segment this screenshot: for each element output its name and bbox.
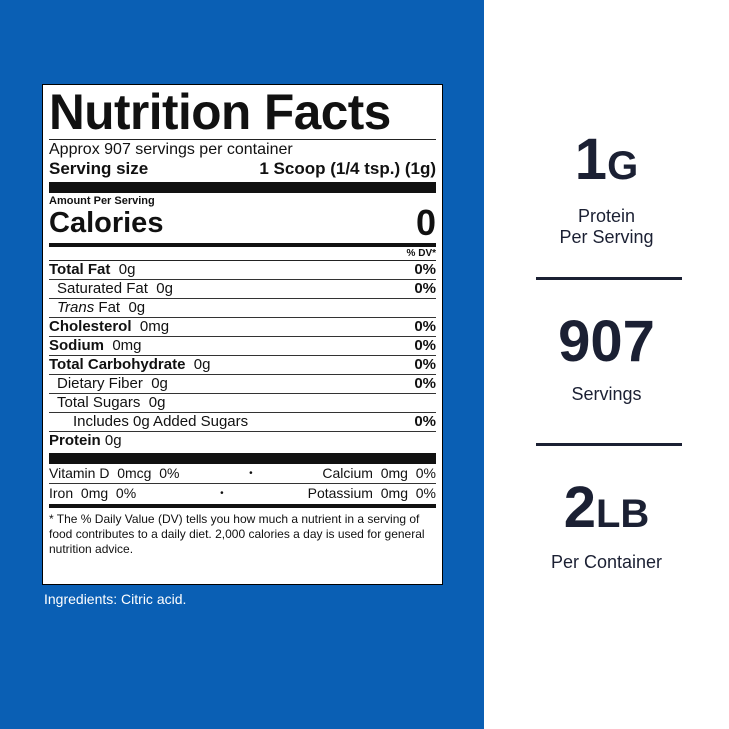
bullet: • bbox=[220, 488, 224, 499]
nutrient-name: Trans bbox=[57, 299, 95, 316]
stat-unit: G bbox=[607, 144, 639, 188]
nutrient-row-saturated-fat: Saturated Fat 0g 0% bbox=[49, 280, 436, 299]
nutrient-amount: 0g bbox=[118, 261, 136, 278]
stat-caption: Servings bbox=[571, 384, 642, 404]
nutrient-name: Dietary Fiber bbox=[57, 375, 143, 392]
nutrient-dv: 0% bbox=[414, 261, 436, 278]
bullet: • bbox=[249, 468, 253, 479]
label-title: Nutrition Facts bbox=[49, 84, 391, 140]
stat-protein-value: 1G bbox=[484, 130, 729, 196]
stat-number: 2 bbox=[563, 475, 596, 540]
stat-caption: Per Serving bbox=[559, 227, 654, 247]
stat-container-value: 2LB bbox=[484, 478, 729, 544]
nutrient-name: Total Carbohydrate bbox=[49, 356, 186, 373]
nutrient-amount: 0g bbox=[156, 280, 173, 297]
potassium-value: Potassium 0mg 0% bbox=[307, 485, 436, 501]
vitamin-row-1: Vitamin D 0mcg 0% • Calcium 0mg 0% bbox=[49, 464, 436, 484]
nutrient-name: Total Fat bbox=[49, 261, 111, 278]
nutrient-row-cholesterol: Cholesterol 0mg 0% bbox=[49, 318, 436, 337]
serving-size-row: Serving size 1 Scoop (1/4 tsp.) (1g) bbox=[49, 159, 436, 179]
stat-servings-value: 907 bbox=[484, 312, 729, 378]
medium-rule bbox=[49, 504, 436, 508]
nutrient-name: Total Sugars bbox=[57, 394, 141, 411]
nutrient-amount: 0g bbox=[193, 356, 211, 373]
nutrient-row-sodium: Sodium 0mg 0% bbox=[49, 337, 436, 356]
calories-row: Calories 0 bbox=[49, 202, 436, 243]
nutrient-amount: 0g bbox=[151, 375, 168, 392]
rule bbox=[49, 260, 436, 261]
stat-protein: 1G Protein Per Serving bbox=[484, 130, 729, 248]
stat-unit: LB bbox=[595, 492, 650, 536]
calories-value: 0 bbox=[415, 202, 436, 243]
nutrient-amount: 0g bbox=[104, 432, 122, 449]
thick-rule bbox=[49, 182, 436, 193]
nutrient-dv: 0% bbox=[414, 375, 436, 392]
nutrient-dv: 0% bbox=[414, 337, 436, 354]
nutrient-row-total-fat: Total Fat 0g 0% bbox=[49, 261, 436, 280]
nutrition-facts-label: Nutrition Facts Approx 907 servings per … bbox=[42, 84, 443, 585]
calcium-value: Calcium 0mg 0% bbox=[322, 465, 436, 481]
dv-footnote: * The % Daily Value (DV) tells you how m… bbox=[49, 512, 425, 556]
stat-caption: Protein bbox=[577, 206, 636, 226]
nutrient-amount: 0mg bbox=[112, 337, 142, 354]
nutrient-row-added-sugars: Includes 0g Added Sugars 0% bbox=[49, 413, 436, 432]
nutrient-row-dietary-fiber: Dietary Fiber 0g 0% bbox=[49, 375, 436, 394]
amount-per-serving: Amount Per Serving bbox=[49, 195, 155, 207]
nutrient-dv: 0% bbox=[414, 280, 436, 297]
nutrient-amount: 0g bbox=[128, 299, 146, 316]
nutrient-amount: 0g bbox=[148, 394, 166, 411]
ingredients-text: Ingredients: Citric acid. bbox=[44, 591, 187, 607]
nutrient-dv: 0% bbox=[414, 318, 436, 335]
serving-size-value: 1 Scoop (1/4 tsp.) (1g) bbox=[259, 159, 436, 178]
vitamin-row-2: Iron 0mg 0% • Potassium 0mg 0% bbox=[49, 484, 436, 503]
nutrient-row-total-sugars: Total Sugars 0g bbox=[49, 394, 436, 413]
rule bbox=[49, 139, 436, 140]
nutrient-name: Saturated Fat bbox=[57, 280, 148, 297]
stats-panel: 1G Protein Per Serving 907 Servings 2LB … bbox=[484, 0, 729, 729]
stat-number: 1 bbox=[574, 127, 608, 192]
nutrient-row-total-carbohydrate: Total Carbohydrate 0g 0% bbox=[49, 356, 436, 375]
divider bbox=[536, 277, 682, 280]
nutrient-name: Cholesterol bbox=[49, 318, 132, 335]
servings-per-container: Approx 907 servings per container bbox=[49, 141, 293, 158]
stat-number: 907 bbox=[558, 309, 655, 374]
stat-servings: 907 Servings bbox=[484, 312, 729, 405]
nutrient-amount: 0mg bbox=[139, 318, 170, 335]
medium-rule bbox=[49, 243, 436, 247]
nutrient-name: Includes 0g Added Sugars bbox=[73, 413, 249, 430]
divider bbox=[536, 443, 682, 446]
dv-header: % DV* bbox=[406, 248, 436, 259]
stat-container: 2LB Per Container bbox=[484, 478, 729, 573]
stat-caption: Per Container bbox=[550, 552, 663, 572]
calories-label: Calories bbox=[49, 207, 164, 239]
nutrient-name-rest: Fat bbox=[98, 299, 121, 316]
nutrient-dv: 0% bbox=[414, 413, 436, 430]
nutrient-name: Sodium bbox=[49, 337, 104, 354]
nutrient-dv: 0% bbox=[414, 356, 436, 373]
thick-rule bbox=[49, 453, 436, 464]
serving-size-label: Serving size bbox=[49, 159, 149, 178]
nutrient-row-protein: Protein 0g bbox=[49, 432, 436, 450]
iron-value: Iron 0mg 0% bbox=[49, 485, 137, 501]
vitamin-d-calcium-left: Vitamin D 0mcg 0% bbox=[49, 465, 180, 481]
nutrient-name: Protein bbox=[49, 432, 101, 449]
nutrient-row-trans-fat: Trans Fat 0g bbox=[49, 299, 436, 318]
